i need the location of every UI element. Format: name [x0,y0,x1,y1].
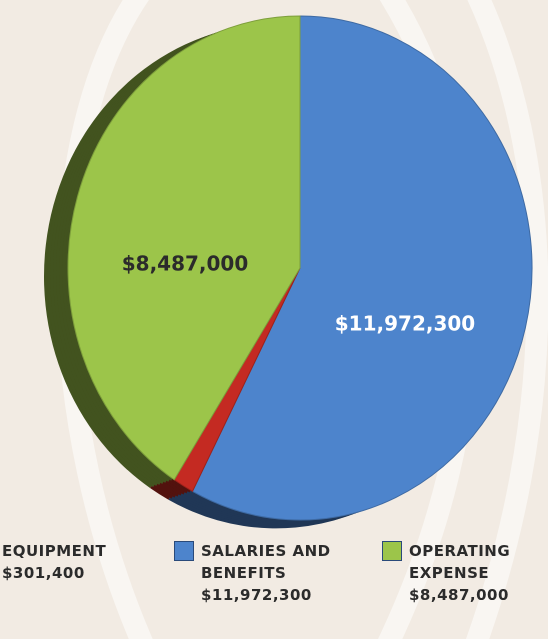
legend-label: EQUIPMENT [2,540,106,562]
legend-label: OPERATING EXPENSE [409,540,548,584]
legend-text: EQUIPMENT$301,400 [2,540,106,584]
slice-label: $8,487,000 [122,252,249,276]
slice-label: $11,972,300 [335,312,475,336]
legend-text: OPERATING EXPENSE$8,487,000 [409,540,548,606]
legend-item: EQUIPMENT$301,400 [0,540,147,584]
legend-value: $8,487,000 [409,584,548,606]
legend-item: OPERATING EXPENSE$8,487,000 [382,540,548,606]
legend-value: $11,972,300 [201,584,346,606]
legend-swatch [382,541,402,561]
pie: $11,972,300 $8,487,000 [44,16,532,528]
legend-text: SALARIES AND BENEFITS$11,972,300 [201,540,346,606]
legend-value: $301,400 [2,562,106,584]
legend-label: SALARIES AND BENEFITS [201,540,346,584]
legend-item: SALARIES AND BENEFITS$11,972,300 [174,540,346,606]
page: $11,972,300 $8,487,000 EQUIPMENT$301,400 S… [0,0,548,639]
legend-swatch [174,541,194,561]
